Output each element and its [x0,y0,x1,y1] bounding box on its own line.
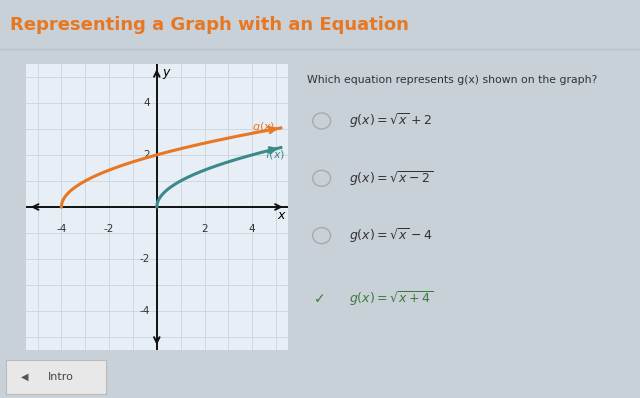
Text: ✓: ✓ [314,292,325,306]
Text: $f(x)$: $f(x)$ [266,148,285,161]
Text: 4: 4 [143,98,150,108]
Text: 2: 2 [201,224,208,234]
Text: -2: -2 [140,254,150,264]
Text: Intro: Intro [48,372,74,382]
Text: x: x [277,209,285,222]
Text: Representing a Graph with an Equation: Representing a Graph with an Equation [10,16,408,34]
Text: ◀: ◀ [20,372,28,382]
Text: y: y [163,66,170,79]
Text: Which equation represents g(x) shown on the graph?: Which equation represents g(x) shown on … [307,75,598,85]
Text: 2: 2 [143,150,150,160]
Text: -4: -4 [56,224,67,234]
Text: $g(x) = \sqrt{x+4}$: $g(x) = \sqrt{x+4}$ [349,289,433,308]
Text: $g(x) = \sqrt{x} - 4$: $g(x) = \sqrt{x} - 4$ [349,226,432,245]
Text: -4: -4 [140,306,150,316]
Text: $g(x) = \sqrt{x-2}$: $g(x) = \sqrt{x-2}$ [349,169,433,188]
Text: $g(x)$: $g(x)$ [252,120,276,134]
Text: $g(x) = \sqrt{x} + 2$: $g(x) = \sqrt{x} + 2$ [349,111,432,131]
Text: -2: -2 [104,224,115,234]
Text: 4: 4 [249,224,255,234]
